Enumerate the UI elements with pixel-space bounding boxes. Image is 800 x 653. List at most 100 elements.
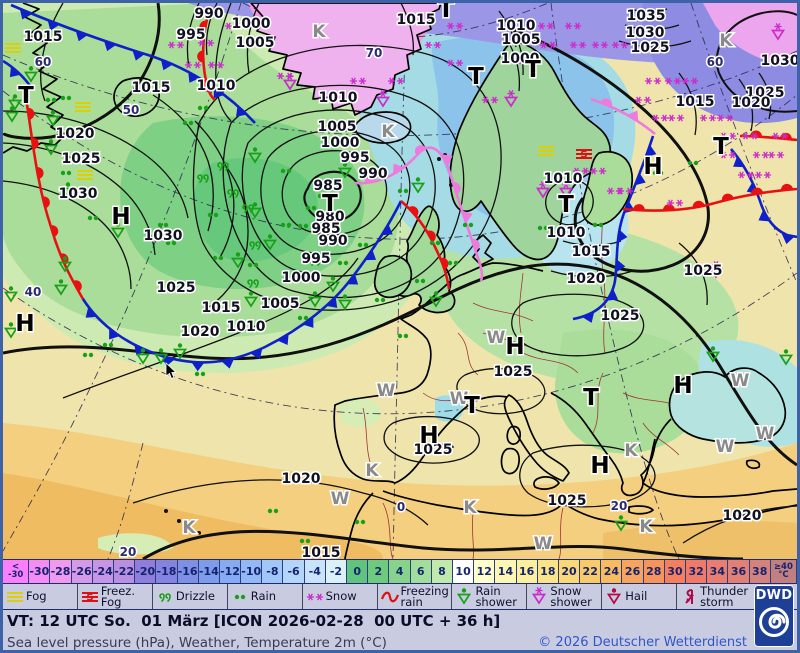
- front-marker: [213, 87, 225, 99]
- front-marker: [414, 145, 426, 155]
- rs-symbol: [57, 256, 73, 273]
- isobar-label: 985: [313, 178, 342, 194]
- rn-symbol: [165, 240, 177, 246]
- scale-cell: 18: [537, 560, 559, 583]
- isobar-label: 1025: [414, 442, 453, 458]
- rn-symbol: [354, 519, 366, 525]
- temp-region: [603, 521, 797, 559]
- copyright-text: © 2026 Deutscher Wetterdienst: [538, 635, 747, 650]
- isobar: [383, 415, 480, 464]
- fg-symbol: [77, 170, 93, 180]
- isobar-label: 990: [358, 166, 387, 182]
- isobar: [222, 84, 465, 299]
- svg-text:S: S: [580, 150, 587, 161]
- airmass-label: W: [716, 437, 735, 457]
- legend-item-snow-shower: Snow shower: [527, 584, 603, 609]
- isobar-label: 1015: [397, 12, 436, 28]
- sn-legend-icon: [306, 593, 323, 600]
- sn-symbol: [741, 132, 759, 140]
- rs-symbol: [45, 110, 61, 127]
- sn-symbol: [771, 132, 789, 140]
- rn-symbol: [280, 222, 292, 228]
- isobar-label: 1015: [676, 94, 715, 110]
- ss-symbol: [770, 23, 786, 41]
- scale-cell: 26: [622, 560, 644, 583]
- pressure-center-high: H: [590, 453, 609, 479]
- pressure-center-low: T: [464, 393, 480, 419]
- coastline: [550, 392, 672, 497]
- legend-label: Snow: [325, 589, 357, 604]
- rn-symbol: [247, 262, 259, 268]
- coastline: [642, 438, 797, 498]
- rs-symbol: [60, 182, 76, 199]
- sn-symbol: [754, 171, 772, 179]
- isobar-label: 1025: [548, 493, 587, 509]
- scale-cell: 30: [664, 560, 687, 583]
- svg-text:S: S: [86, 592, 93, 603]
- rs-symbol: [337, 162, 353, 179]
- front-marker: [109, 328, 120, 340]
- airmass-label: W: [731, 371, 750, 391]
- mouse-cursor: [165, 362, 177, 380]
- sn-symbol: [517, 57, 535, 65]
- fr-legend-icon: [380, 591, 399, 602]
- airmass-label: W: [487, 328, 506, 348]
- country-border: [472, 302, 534, 322]
- front-marker: [692, 200, 705, 208]
- legend-label: Thunder storm: [700, 583, 749, 609]
- ss-symbol: [375, 90, 391, 108]
- rs-symbol: [243, 291, 259, 308]
- airmass-label: K: [624, 441, 638, 461]
- country-border: [592, 372, 604, 434]
- isobar-label: 1015: [24, 29, 63, 45]
- scale-cell: 28: [643, 560, 665, 583]
- front-marker: [381, 224, 393, 236]
- ss-legend-icon: [532, 586, 547, 605]
- sn-symbol: [611, 41, 629, 49]
- front-marker: [393, 163, 404, 175]
- airmass-label: K: [365, 461, 379, 481]
- sn-symbol: [667, 114, 685, 122]
- coastline: [533, 476, 560, 490]
- isobar: [630, 8, 668, 13]
- rs-symbol: [7, 94, 23, 111]
- rs-symbol: [110, 222, 126, 239]
- coastline: [113, 77, 160, 117]
- country-border: [642, 422, 680, 456]
- isobar: [241, 109, 436, 277]
- weather-symbol-legend: Fog S Freez. Fog Drizzle Rain Snow Freezing ra…: [3, 584, 797, 609]
- rn-symbol: [462, 222, 474, 228]
- sn-symbol: [572, 167, 590, 175]
- sn-symbol: [589, 167, 607, 175]
- isobar: [3, 180, 132, 290]
- graticule-line: [107, 442, 144, 559]
- front-marker: [72, 280, 82, 292]
- fg-symbol: [75, 102, 91, 112]
- isobar-label: 990: [194, 6, 223, 22]
- sn-symbol: [616, 187, 634, 195]
- isobar: [519, 444, 656, 508]
- rs-legend-icon: [457, 587, 472, 605]
- front-marker: [615, 259, 626, 273]
- coastline: [344, 492, 374, 559]
- rn-symbol: [182, 120, 194, 126]
- graticule-label: 20: [611, 499, 628, 513]
- front-marker: [191, 362, 205, 372]
- rs-symbol: [778, 349, 794, 366]
- country-border: [472, 512, 474, 559]
- country-border: [518, 272, 524, 334]
- front-marker: [645, 145, 657, 158]
- temp-region: [338, 397, 382, 427]
- pressure-center-low: T: [525, 57, 541, 83]
- ff-symbol: S: [576, 149, 592, 161]
- sn-symbol: [664, 77, 682, 85]
- airmass-label: K: [381, 122, 395, 142]
- legend-label: Rain shower: [475, 583, 517, 609]
- front-marker: [236, 105, 247, 117]
- dz-symbol: [275, 299, 287, 309]
- isobar-label: 1020: [181, 324, 220, 340]
- isobar: [624, 24, 680, 31]
- isobar-label: 1005: [261, 296, 300, 312]
- pressure-center-low: T: [18, 83, 34, 109]
